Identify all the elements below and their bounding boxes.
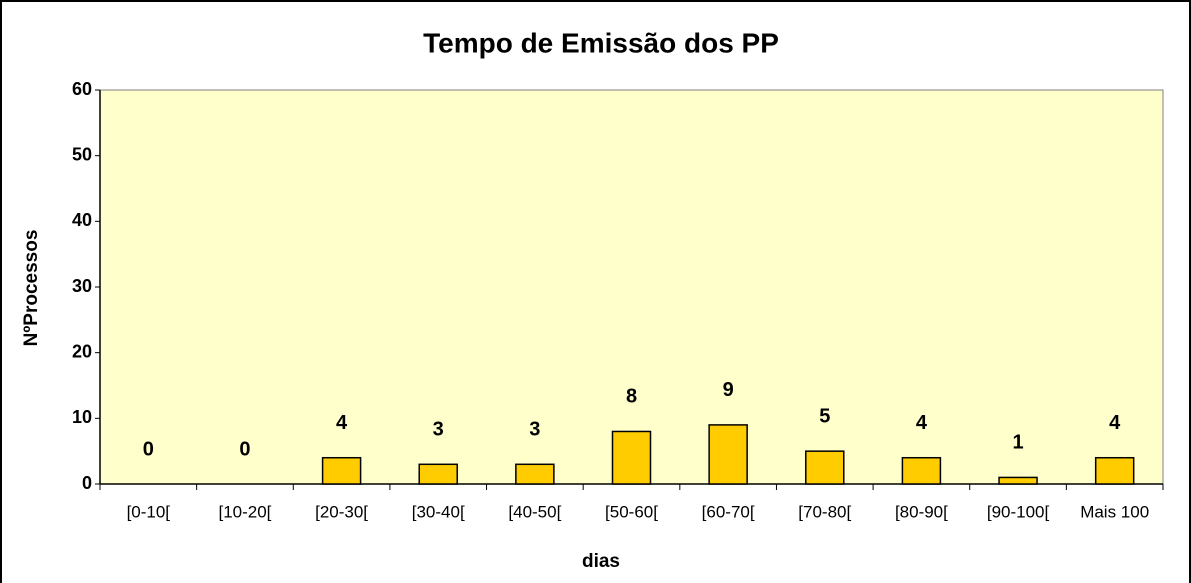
data-label: 4: [1109, 412, 1121, 434]
data-label: 0: [239, 438, 250, 460]
x-tick-label: [10-20[: [218, 502, 271, 521]
x-tick-label: [0-10[: [127, 502, 171, 521]
y-tick-label: 60: [72, 79, 92, 99]
y-tick-label: 10: [72, 407, 92, 427]
data-label: 8: [626, 386, 637, 408]
x-tick-label: [30-40[: [412, 502, 465, 521]
y-tick-label: 0: [82, 473, 92, 493]
data-label: 4: [916, 412, 928, 434]
plot-area: [99, 89, 1164, 485]
y-tick-label: 20: [72, 341, 92, 361]
x-tick-label: [90-100[: [987, 502, 1050, 521]
x-tick-label: Mais 100: [1080, 502, 1149, 521]
x-tick-label: [50-60[: [605, 502, 658, 521]
x-tick-label: [40-50[: [508, 502, 561, 521]
x-tick-label: [60-70[: [702, 502, 755, 521]
bar: [611, 430, 652, 485]
bar: [805, 450, 845, 485]
bar: [998, 476, 1038, 485]
data-label: 3: [529, 419, 540, 441]
bar: [708, 424, 748, 485]
chart-title: Tempo de Emissão dos PP: [423, 27, 779, 58]
y-axis-label: NºProcessos: [21, 230, 42, 347]
x-tick-label: [80-90[: [895, 502, 948, 521]
y-tick-label: 30: [72, 276, 92, 296]
bar: [515, 463, 555, 485]
y-tick-label: 50: [72, 144, 92, 164]
data-label: 5: [819, 405, 830, 427]
data-label: 3: [433, 419, 444, 441]
y-tick-label: 40: [72, 210, 92, 230]
data-label: 0: [143, 438, 154, 460]
data-label: 9: [723, 379, 734, 401]
data-label: 1: [1012, 432, 1023, 454]
bar: [418, 463, 458, 485]
bar: [1094, 456, 1135, 485]
x-tick-label: [20-30[: [315, 502, 368, 521]
data-label: 4: [336, 412, 348, 434]
bar: [901, 456, 942, 485]
x-axis-label: dias: [582, 551, 620, 572]
x-tick-label: [70-80[: [798, 502, 851, 521]
bar: [321, 456, 362, 485]
